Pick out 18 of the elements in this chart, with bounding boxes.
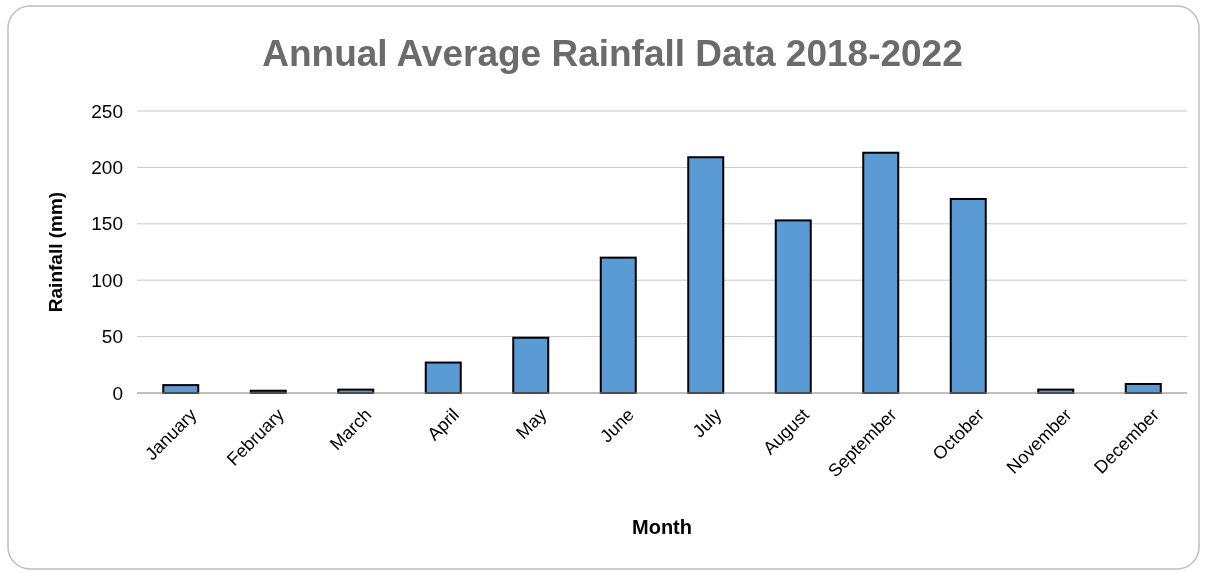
y-tick-label: 100 xyxy=(91,269,123,291)
bar xyxy=(862,151,900,394)
bar xyxy=(687,156,725,394)
bar xyxy=(599,256,637,394)
bar xyxy=(949,197,987,394)
x-tick-label: July xyxy=(688,404,726,442)
bar xyxy=(512,336,550,394)
x-tick-label: May xyxy=(512,404,551,443)
y-tick-label: 200 xyxy=(91,157,123,179)
y-axis-title: Rainfall (mm) xyxy=(45,191,66,313)
bar xyxy=(774,219,812,394)
bar xyxy=(424,361,462,394)
chart-title: Annual Average Rainfall Data 2018-2022 xyxy=(262,33,963,74)
y-tick-label: 0 xyxy=(112,382,123,404)
y-tick-label: 50 xyxy=(101,326,123,348)
x-axis-title: Month xyxy=(632,516,692,538)
y-tick-label: 250 xyxy=(91,100,123,122)
y-tick-label: 150 xyxy=(91,213,123,235)
